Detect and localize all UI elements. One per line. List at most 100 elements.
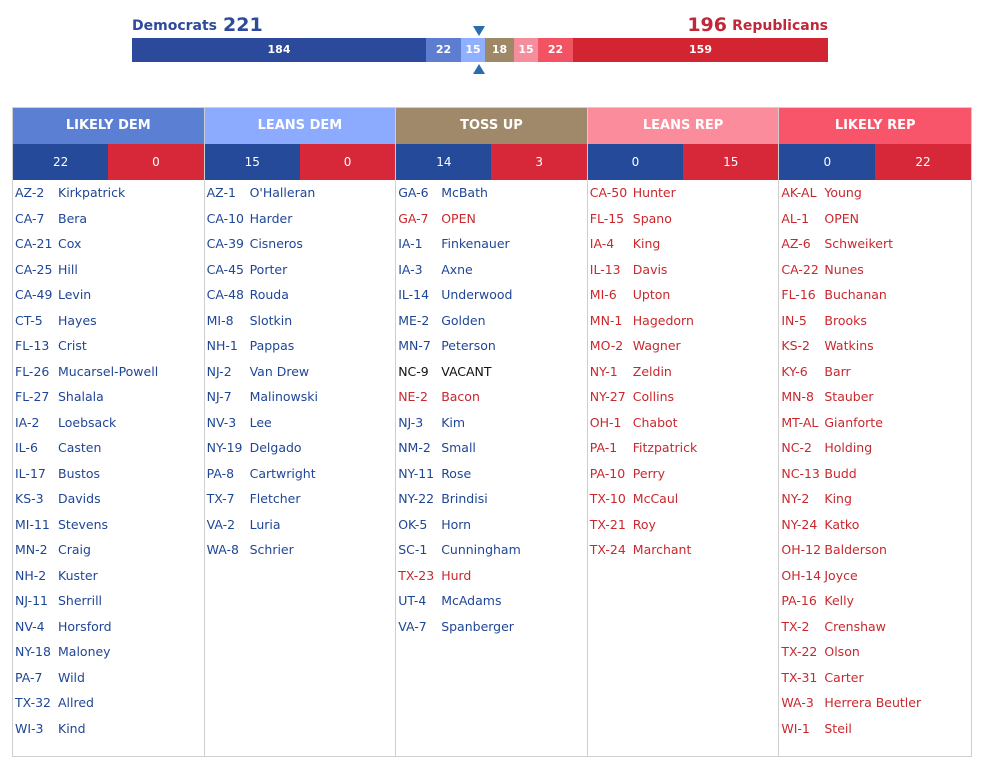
race-item[interactable]: WI-1 Steil [779,720,971,746]
candidate-name: Allred [58,695,94,710]
district-code: PA-1 [589,440,618,455]
race-item[interactable]: NV-4 Horsford [13,618,204,644]
race-item[interactable]: NC-2 Holding [779,439,971,465]
race-item[interactable]: TX-24 Marchant [588,541,779,567]
race-item[interactable]: IL-17 Bustos [13,465,204,491]
race-item[interactable]: NY-11 Rose [396,465,587,491]
district-code: MI-8 [206,312,234,328]
race-item[interactable]: MN-2 Craig [13,541,204,567]
race-item[interactable]: IA-2 Loebsack [13,414,204,440]
race-item[interactable]: TX-22 Olson [779,643,971,669]
race-item[interactable]: KS-3 Davids [13,490,204,516]
race-item[interactable]: MI-6 Upton [588,286,779,312]
race-item[interactable]: IA-3 Axne [396,261,587,287]
race-item[interactable]: AZ-1 O'Halleran [205,184,396,210]
race-item[interactable]: TX-21 Roy [588,516,779,542]
race-item[interactable]: TX-31 Carter [779,669,971,695]
race-item[interactable]: CA-50 Hunter [588,184,779,210]
race-item[interactable]: IL-6 Casten [13,439,204,465]
race-item[interactable]: WA-8 Schrier [205,541,396,567]
race-item[interactable]: MO-2 Wagner [588,337,779,363]
race-item[interactable]: NC-13 Budd [779,465,971,491]
race-item[interactable]: NJ-7 Malinowski [205,388,396,414]
race-item[interactable]: FL-15 Spano [588,210,779,236]
race-item[interactable]: TX-7 Fletcher [205,490,396,516]
race-item[interactable]: NY-19 Delgado [205,439,396,465]
race-item[interactable]: GA-7 OPEN [396,210,587,236]
race-item[interactable]: IA-4 King [588,235,779,261]
race-item[interactable]: IL-13 Davis [588,261,779,287]
district-code: TX-10 [589,491,626,506]
race-item[interactable]: AZ-2 Kirkpatrick [13,184,204,210]
race-item[interactable]: NV-3 Lee [205,414,396,440]
race-item[interactable]: PA-16 Kelly [779,592,971,618]
race-item[interactable]: MN-7 Peterson [396,337,587,363]
race-item[interactable]: KS-2 Watkins [779,337,971,363]
race-item[interactable]: NH-1 Pappas [205,337,396,363]
race-item[interactable]: IL-14 Underwood [396,286,587,312]
race-item[interactable]: OH-14 Joyce [779,567,971,593]
race-item[interactable]: NY-1 Zeldin [588,363,779,389]
race-item[interactable]: FL-13 Crist [13,337,204,363]
race-item[interactable]: PA-8 Cartwright [205,465,396,491]
race-item[interactable]: FL-26 Mucarsel-Powell [13,363,204,389]
race-item[interactable]: PA-10 Perry [588,465,779,491]
race-item[interactable]: ME-2 Golden [396,312,587,338]
race-item[interactable]: NY-2 King [779,490,971,516]
race-item[interactable]: TX-2 Crenshaw [779,618,971,644]
race-item[interactable]: UT-4 McAdams [396,592,587,618]
race-item[interactable]: MI-11 Stevens [13,516,204,542]
race-item[interactable]: NJ-11 Sherrill [13,592,204,618]
rating-category-header: LEANS REP [587,108,779,144]
race-item[interactable]: NH-2 Kuster [13,567,204,593]
race-item[interactable]: MI-8 Slotkin [205,312,396,338]
race-item[interactable]: VA-7 Spanberger [396,618,587,644]
race-item[interactable]: CA-45 Porter [205,261,396,287]
race-item[interactable]: CA-7 Bera [13,210,204,236]
race-item[interactable]: CA-10 Harder [205,210,396,236]
race-item[interactable]: PA-1 Fitzpatrick [588,439,779,465]
race-item[interactable]: CA-21 Cox [13,235,204,261]
race-item[interactable]: WA-3 Herrera Beutler [779,694,971,720]
race-item[interactable]: MN-1 Hagedorn [588,312,779,338]
race-item[interactable]: AK-AL Young [779,184,971,210]
candidate-name: Delgado [249,440,302,455]
race-item[interactable]: FL-16 Buchanan [779,286,971,312]
race-item[interactable]: CA-48 Rouda [205,286,396,312]
race-item[interactable]: GA-6 McBath [396,184,587,210]
race-item[interactable]: MN-8 Stauber [779,388,971,414]
race-item[interactable]: AZ-6 Schweikert [779,235,971,261]
race-item[interactable]: FL-27 Shalala [13,388,204,414]
race-item[interactable]: TX-32 Allred [13,694,204,720]
race-item[interactable]: CA-49 Levin [13,286,204,312]
race-item[interactable]: NJ-3 Kim [396,414,587,440]
candidate-name: Collins [632,389,675,404]
race-item[interactable]: SC-1 Cunningham [396,541,587,567]
race-item[interactable]: CA-25 Hill [13,261,204,287]
race-item[interactable]: CA-22 Nunes [779,261,971,287]
race-item[interactable]: OK-5 Horn [396,516,587,542]
district-code: PA-10 [589,465,626,481]
race-item[interactable]: AL-1 OPEN [779,210,971,236]
race-item[interactable]: IN-5 Brooks [779,312,971,338]
race-item[interactable]: WI-3 Kind [13,720,204,746]
race-item[interactable]: NY-24 Katko [779,516,971,542]
race-item[interactable]: NC-9 VACANT [396,363,587,389]
race-item[interactable]: TX-23 Hurd [396,567,587,593]
race-item[interactable]: NJ-2 Van Drew [205,363,396,389]
race-item[interactable]: NY-22 Brindisi [396,490,587,516]
race-item[interactable]: OH-1 Chabot [588,414,779,440]
race-item[interactable]: PA-7 Wild [13,669,204,695]
race-item[interactable]: MT-AL Gianforte [779,414,971,440]
race-item[interactable]: KY-6 Barr [779,363,971,389]
race-item[interactable]: NE-2 Bacon [396,388,587,414]
race-item[interactable]: NY-18 Maloney [13,643,204,669]
race-item[interactable]: NY-27 Collins [588,388,779,414]
race-item[interactable]: VA-2 Luria [205,516,396,542]
race-item[interactable]: OH-12 Balderson [779,541,971,567]
race-item[interactable]: TX-10 McCaul [588,490,779,516]
race-item[interactable]: IA-1 Finkenauer [396,235,587,261]
race-item[interactable]: CA-39 Cisneros [205,235,396,261]
race-item[interactable]: CT-5 Hayes [13,312,204,338]
race-item[interactable]: NM-2 Small [396,439,587,465]
